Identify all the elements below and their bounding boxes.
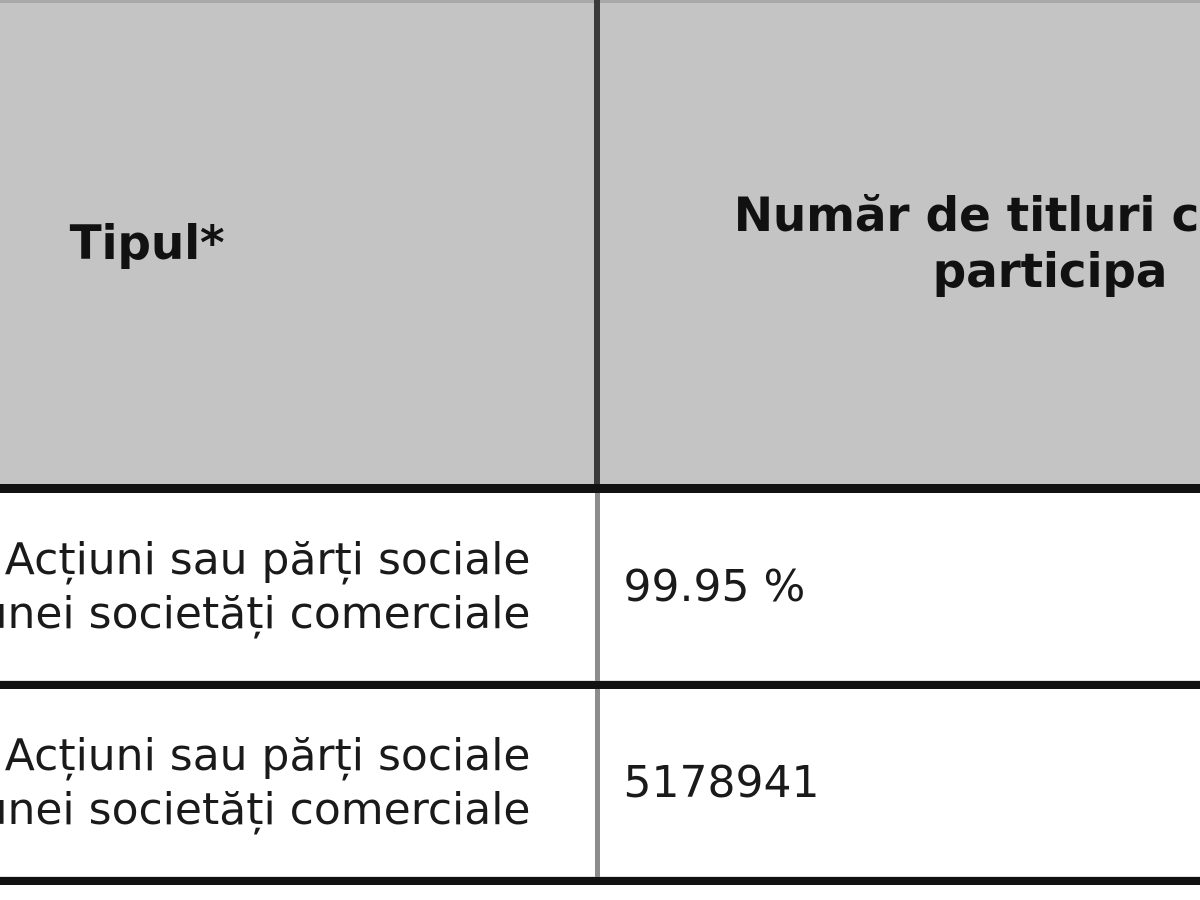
table-body: Acțiuni sau părți sociale ale unei socie… [0,488,1200,885]
cell-share-value: 99.95 % [594,488,1200,689]
table-header-row: Tipul* Număr de titluri cota de particip… [0,0,1200,493]
cell-share-value: 5178941 [594,684,1200,885]
column-header-numar-label-line1: Număr de titluri [733,188,1156,244]
cell-asset-type-line1: Acțiuni sau părți sociale [4,729,531,781]
column-header-tipul[interactable]: Tipul* [0,0,597,493]
column-header-numar[interactable]: Număr de titluri cota de participa [594,0,1200,493]
column-header-tipul-label: Tipul* [69,215,225,271]
table-row: Acțiuni sau părți sociale ale unei socie… [0,684,1200,885]
cell-share-value-text: 99.95 % [623,560,806,612]
cell-asset-type-line2: ale unei societăți comerciale [0,587,531,639]
cell-asset-type-line2: ale unei societăți comerciale [0,783,531,835]
cell-asset-type: Acțiuni sau părți sociale ale unei socie… [0,684,597,885]
cell-share-value-text: 5178941 [623,756,820,808]
cell-asset-type: Acțiuni sau părți sociale ale unei socie… [0,488,597,689]
column-header-numar-label-line2: cota de participa [932,188,1200,299]
table-header: Tipul* Număr de titluri cota de particip… [0,0,1200,493]
cell-asset-type-line1: Acțiuni sau părți sociale [4,534,531,586]
table-row: Acțiuni sau părți sociale ale unei socie… [0,488,1200,689]
